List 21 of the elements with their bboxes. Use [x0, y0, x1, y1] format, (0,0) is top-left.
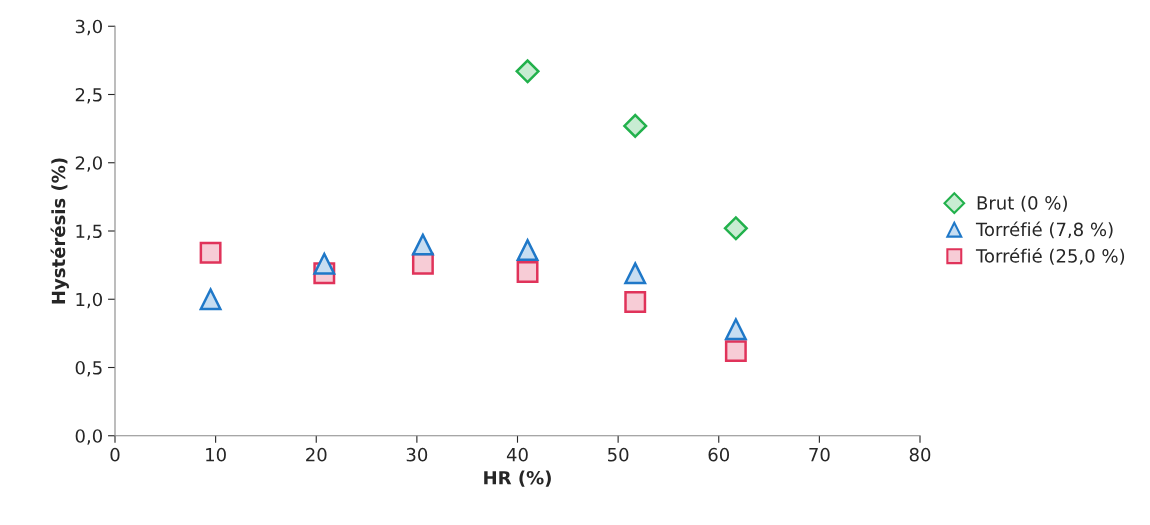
- x-tick-label: 70: [809, 447, 830, 462]
- y-tick-label: 0,5: [75, 360, 102, 377]
- x-tick-label: 10: [206, 447, 226, 462]
- y-tick-label: 2,0: [75, 156, 102, 172]
- x-axis-title: HR (%): [484, 470, 551, 487]
- y-tick-label: 3,0: [75, 19, 102, 36]
- legend-label: Torréfié (25,0 %): [975, 248, 1125, 265]
- legend-label: Brut (0 %): [977, 195, 1067, 212]
- x-tick-label: 80: [909, 447, 931, 462]
- x-tick-label: 50: [608, 447, 629, 462]
- x-tick-label: 40: [506, 447, 528, 462]
- y-tick-label: 2,5: [75, 87, 102, 104]
- y-tick-label: 1,0: [76, 292, 102, 309]
- x-tick-label: 0: [110, 447, 120, 462]
- x-tick-label: 20: [306, 447, 327, 462]
- x-tick-label: 60: [708, 447, 730, 462]
- y-axis-title: Hystérésis (%): [50, 158, 69, 304]
- x-tick-label: 30: [406, 447, 428, 462]
- legend-label: Torréfié (7,8 %): [975, 221, 1113, 239]
- y-tick-label: 0,0: [75, 429, 102, 445]
- y-tick-label: 1,5: [76, 224, 102, 240]
